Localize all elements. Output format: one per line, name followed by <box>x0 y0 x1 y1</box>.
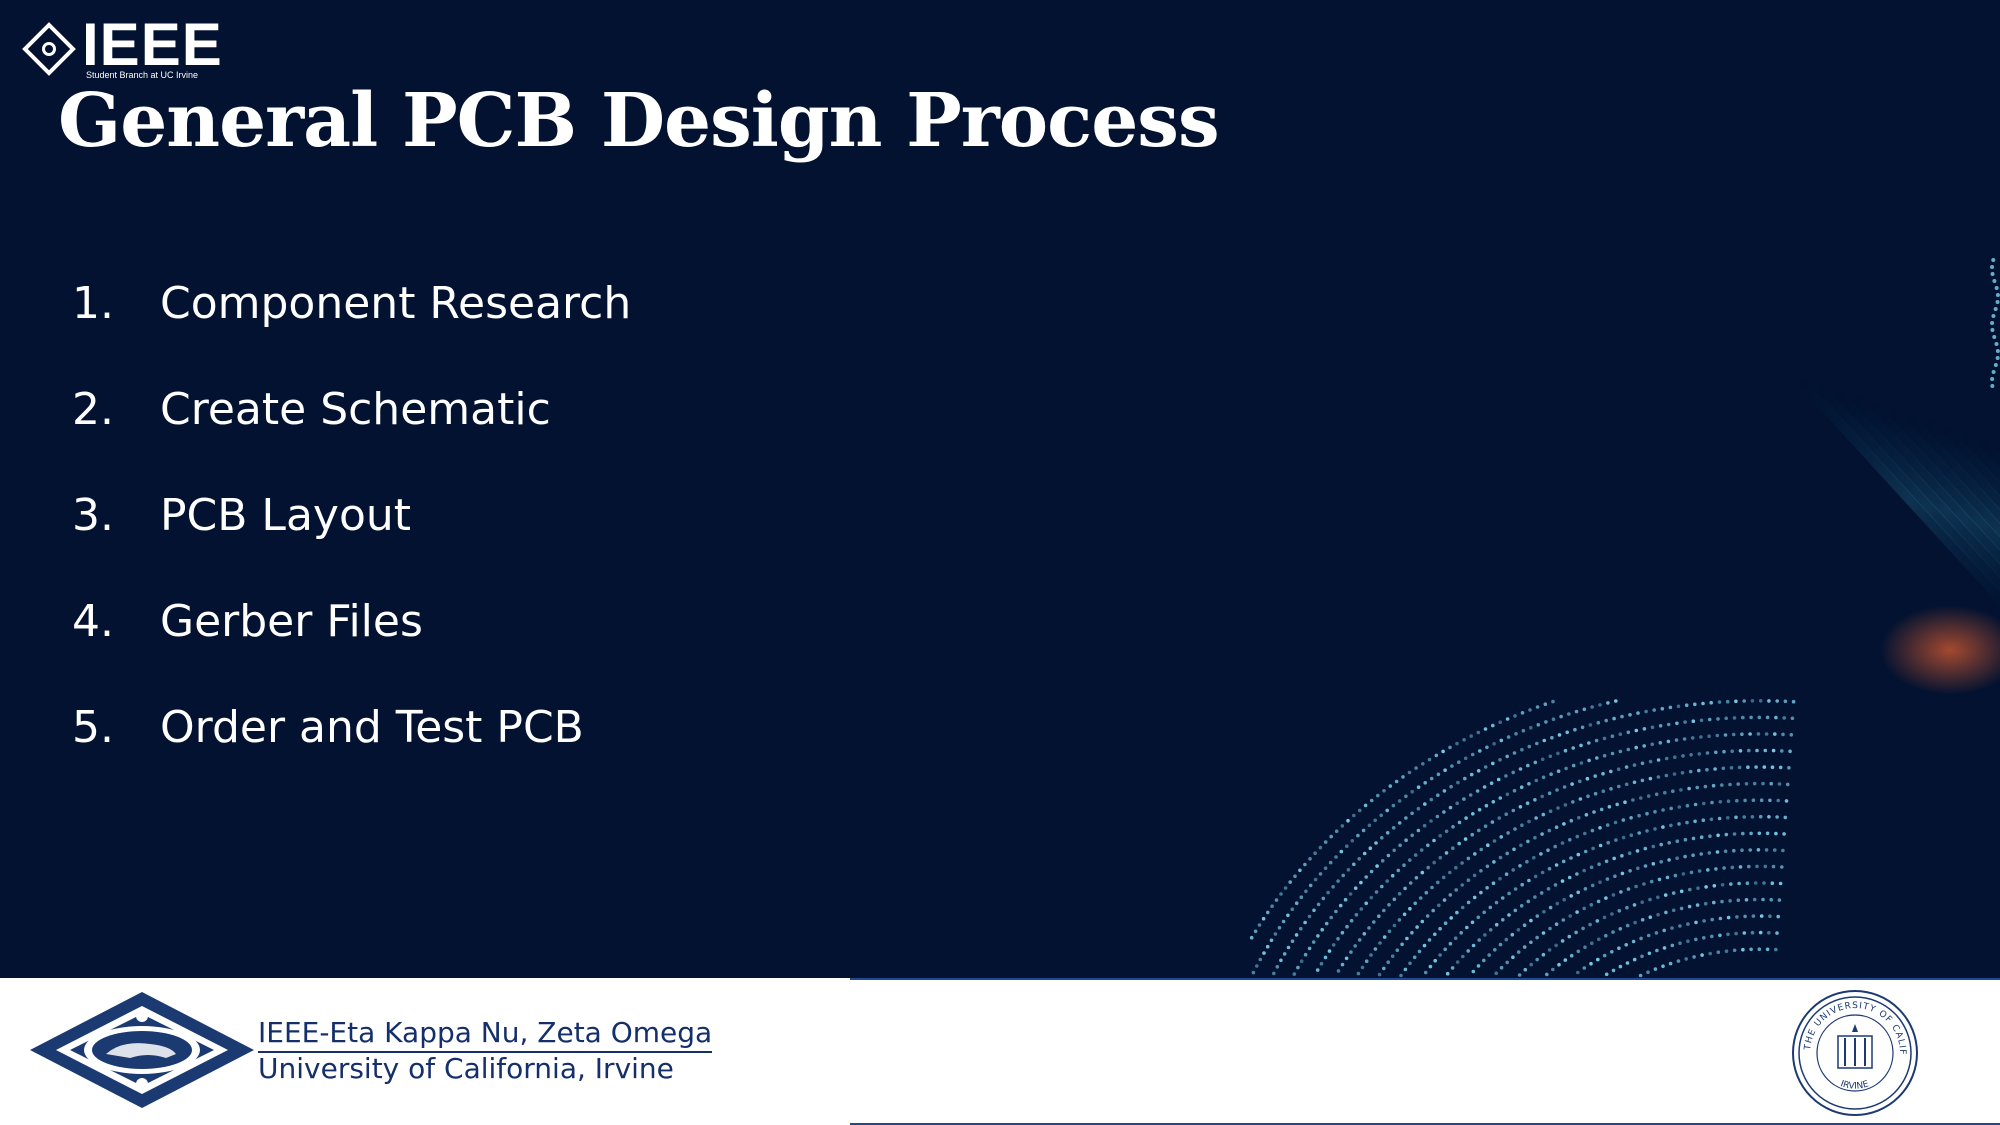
step-number: 2. <box>72 384 132 435</box>
ieee-wordmark: IEEE <box>82 14 223 76</box>
step-number: 3. <box>72 490 132 541</box>
uc-seal-icon: THE UNIVERSITY OF CALIFORNIA IRVINE <box>1790 988 1920 1118</box>
ieee-logo: IEEE Student Branch at UC Irvine <box>20 20 260 82</box>
footer-divider <box>850 978 2000 980</box>
step-label: PCB Layout <box>160 490 411 541</box>
step-number: 4. <box>72 596 132 647</box>
slide-title: General PCB Design Process <box>58 78 1219 164</box>
org-name: IEEE-Eta Kappa Nu, Zeta Omega <box>258 1016 712 1053</box>
step-number: 5. <box>72 702 132 753</box>
footer: IEEE-Eta Kappa Nu, Zeta Omega University… <box>0 978 2000 1125</box>
step-label: Order and Test PCB <box>160 702 584 753</box>
step-label: Gerber Files <box>160 596 423 647</box>
hkn-diamond-logo <box>26 988 258 1112</box>
step-label: Component Research <box>160 278 631 329</box>
university-name: University of California, Irvine <box>258 1052 674 1085</box>
step-label: Create Schematic <box>160 384 551 435</box>
step-number: 1. <box>72 278 132 329</box>
